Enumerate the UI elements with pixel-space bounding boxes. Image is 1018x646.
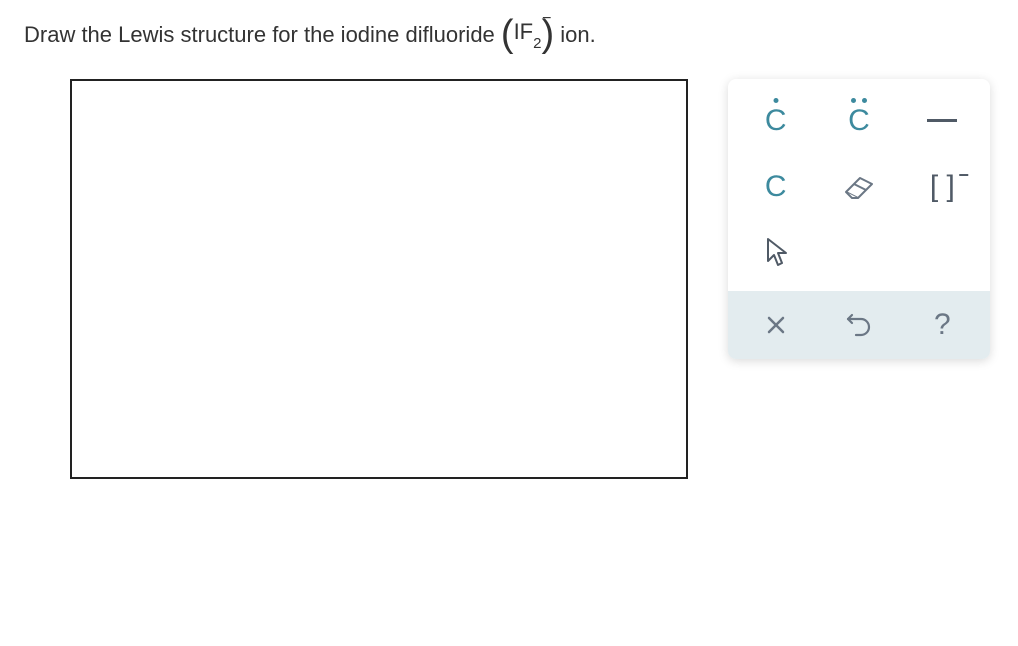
tool-eraser[interactable] bbox=[819, 157, 898, 217]
bracket-text: [ ] bbox=[930, 170, 955, 203]
empty-cell bbox=[819, 223, 898, 283]
bracket-icon: [ ] − bbox=[930, 172, 955, 202]
tool-atom-plain[interactable]: C bbox=[736, 157, 815, 217]
help-icon: ? bbox=[934, 308, 951, 342]
tool-atom-single-electron[interactable]: C bbox=[736, 91, 815, 151]
help-button[interactable]: ? bbox=[903, 301, 982, 349]
undo-icon bbox=[846, 313, 872, 337]
eraser-icon bbox=[840, 174, 878, 200]
tool-brackets-charge[interactable]: [ ] − bbox=[903, 157, 982, 217]
clear-button[interactable] bbox=[736, 301, 815, 349]
question-suffix: ion. bbox=[554, 22, 596, 47]
cursor-icon bbox=[762, 236, 790, 270]
question-text: Draw the Lewis structure for the iodine … bbox=[24, 20, 994, 51]
plain-c-icon: C bbox=[765, 170, 787, 204]
chemical-formula: IF−2 bbox=[514, 21, 542, 47]
undo-button[interactable] bbox=[819, 301, 898, 349]
bond-line-icon bbox=[927, 119, 957, 122]
formula-subscript: 2 bbox=[533, 35, 541, 52]
bottom-bar: ? bbox=[728, 291, 990, 359]
question-prefix: Draw the Lewis structure for the iodine … bbox=[24, 22, 501, 47]
tool-bond[interactable] bbox=[903, 91, 982, 151]
single-dot-c-icon: C bbox=[765, 106, 787, 136]
close-icon bbox=[765, 314, 787, 336]
tool-atom-lone-pair[interactable]: C bbox=[819, 91, 898, 151]
empty-cell bbox=[903, 223, 982, 283]
tool-grid: C C C bbox=[728, 79, 990, 291]
drawing-canvas[interactable] bbox=[70, 79, 688, 479]
toolbox: C C C bbox=[728, 79, 990, 359]
double-dot-c-icon: C bbox=[848, 106, 870, 136]
formula-base: IF bbox=[514, 19, 534, 44]
bracket-superscript: − bbox=[958, 166, 969, 184]
content-row: C C C bbox=[24, 79, 994, 479]
tool-select-cursor[interactable] bbox=[736, 223, 815, 283]
